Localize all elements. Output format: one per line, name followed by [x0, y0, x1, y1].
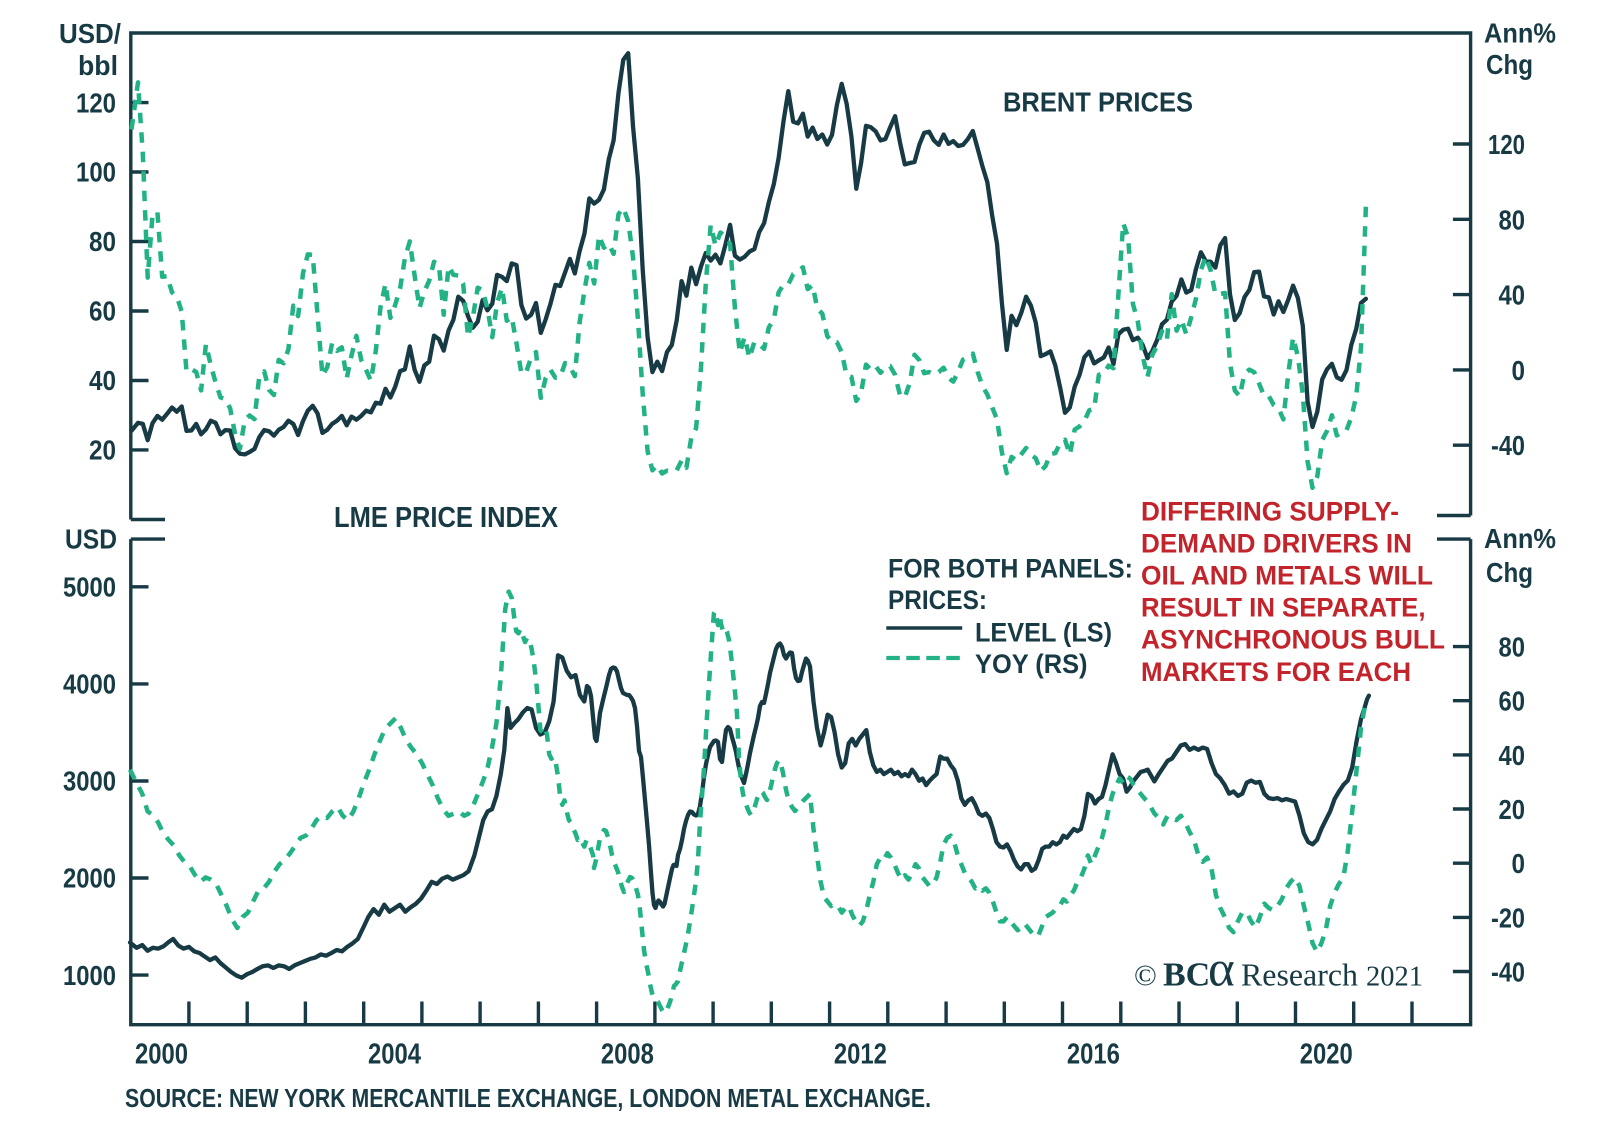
svg-text:SOURCE: NEW YORK MERCANTILE EX: SOURCE: NEW YORK MERCANTILE EXCHANGE, LO… — [125, 1085, 931, 1113]
svg-text:20: 20 — [1499, 794, 1526, 825]
svg-text:60: 60 — [89, 296, 116, 327]
svg-text:2012: 2012 — [834, 1039, 887, 1071]
svg-text:80: 80 — [89, 226, 116, 257]
svg-text:RESULT IN SEPARATE,: RESULT IN SEPARATE, — [1141, 593, 1426, 623]
svg-text:Research: Research — [1241, 957, 1358, 993]
svg-text:2021: 2021 — [1366, 962, 1423, 993]
svg-text:-20: -20 — [1491, 902, 1525, 933]
svg-text:PRICES:: PRICES: — [888, 585, 987, 615]
svg-text:3000: 3000 — [63, 766, 116, 797]
svg-text:LEVEL (LS): LEVEL (LS) — [975, 617, 1112, 647]
svg-text:2004: 2004 — [368, 1039, 421, 1071]
svg-text:Chg: Chg — [1486, 49, 1533, 80]
svg-text:BC: BC — [1163, 957, 1210, 994]
svg-text:MARKETS FOR EACH: MARKETS FOR EACH — [1141, 657, 1411, 687]
svg-text:BRENT PRICES: BRENT PRICES — [1003, 87, 1193, 118]
svg-text:α: α — [1208, 942, 1235, 998]
svg-text:2016: 2016 — [1067, 1039, 1120, 1071]
svg-text:120: 120 — [1488, 129, 1525, 160]
svg-text:-40: -40 — [1491, 430, 1525, 461]
svg-text:FOR BOTH PANELS:: FOR BOTH PANELS: — [888, 554, 1133, 584]
svg-text:bbl: bbl — [78, 50, 118, 81]
svg-text:0: 0 — [1512, 848, 1526, 879]
svg-text:120: 120 — [76, 87, 116, 118]
svg-text:YOY (RS): YOY (RS) — [975, 649, 1088, 679]
svg-text:OIL AND METALS WILL: OIL AND METALS WILL — [1141, 561, 1433, 591]
svg-text:USD/: USD/ — [59, 18, 121, 49]
svg-text:40: 40 — [89, 365, 116, 396]
svg-text:40: 40 — [1499, 280, 1526, 311]
svg-text:DIFFERING SUPPLY-: DIFFERING SUPPLY- — [1141, 497, 1399, 527]
svg-text:Chg: Chg — [1486, 557, 1533, 588]
svg-text:60: 60 — [1499, 686, 1526, 717]
svg-text:2000: 2000 — [135, 1039, 188, 1071]
svg-text:Ann%: Ann% — [1484, 523, 1556, 554]
svg-text:Ann%: Ann% — [1484, 18, 1556, 49]
svg-text:ASYNCHRONOUS BULL: ASYNCHRONOUS BULL — [1141, 625, 1445, 655]
svg-text:LME PRICE INDEX: LME PRICE INDEX — [334, 502, 558, 534]
svg-text:80: 80 — [1499, 632, 1526, 663]
svg-text:-40: -40 — [1491, 957, 1525, 988]
svg-text:©: © — [1134, 959, 1157, 992]
svg-text:1000: 1000 — [63, 960, 116, 991]
svg-text:DEMAND DRIVERS IN: DEMAND DRIVERS IN — [1141, 529, 1412, 559]
svg-text:80: 80 — [1499, 204, 1526, 235]
svg-text:2000: 2000 — [63, 863, 116, 894]
svg-text:2008: 2008 — [601, 1039, 654, 1071]
svg-text:USD: USD — [65, 524, 117, 555]
svg-text:100: 100 — [76, 157, 116, 188]
svg-text:40: 40 — [1499, 740, 1526, 771]
svg-text:20: 20 — [89, 435, 116, 466]
svg-text:2020: 2020 — [1300, 1039, 1353, 1071]
svg-text:0: 0 — [1512, 355, 1526, 386]
svg-text:5000: 5000 — [63, 572, 116, 603]
svg-text:4000: 4000 — [63, 669, 116, 700]
